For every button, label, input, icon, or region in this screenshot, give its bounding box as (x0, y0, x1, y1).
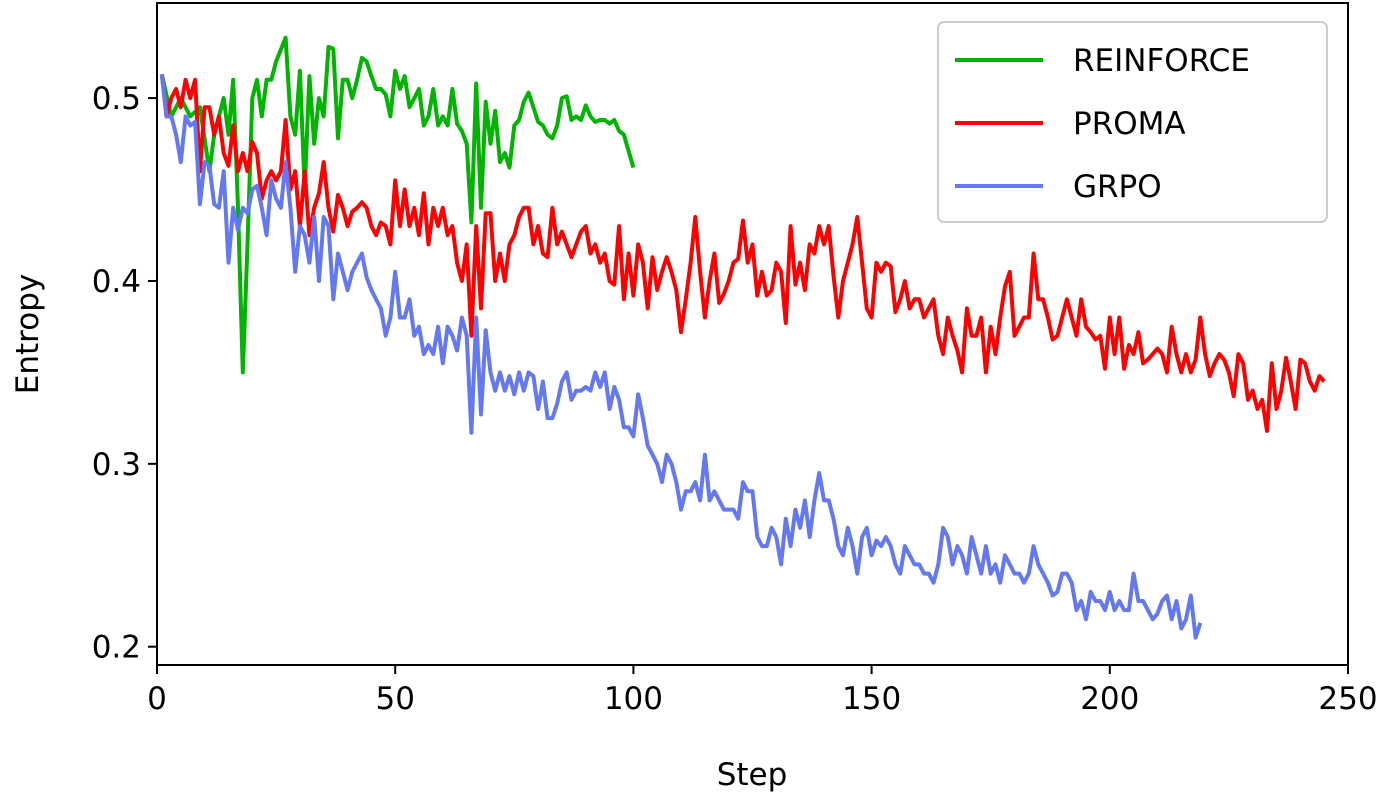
x-tick-label: 0 (147, 681, 167, 717)
legend-label-proma: PROMA (1073, 106, 1186, 142)
legend-label-grpo: GRPO (1073, 169, 1162, 205)
legend-entries: REINFORCE PROMA GRPO (955, 43, 1250, 205)
x-tick-label: 150 (842, 681, 901, 717)
series-line-proma (159, 74, 1326, 433)
legend-box (937, 21, 1328, 223)
y-tick-label: 0.4 (92, 264, 141, 300)
y-axis-ticks: 0.2 0.3 0.4 0.5 (92, 81, 157, 666)
legend: REINFORCE PROMA GRPO (937, 21, 1328, 223)
series-line-reinforce (159, 35, 636, 375)
series-line-grpo (159, 74, 1203, 640)
plot-frame (156, 2, 1349, 666)
y-tick-label: 0.2 (92, 630, 141, 666)
x-tick-label: 50 (375, 681, 414, 717)
x-axis-ticks: 0 50 100 150 200 250 (147, 665, 1378, 717)
series-layer (159, 35, 1326, 640)
legend-label-reinforce: REINFORCE (1073, 43, 1250, 79)
y-tick-label: 0.5 (92, 81, 141, 117)
x-axis-label: Step (717, 757, 788, 793)
y-tick-label: 0.3 (92, 447, 141, 483)
x-tick-label: 200 (1080, 681, 1139, 717)
x-tick-label: 100 (604, 681, 663, 717)
y-axis-label: Entropy (10, 274, 46, 394)
x-tick-label: 250 (1318, 681, 1377, 717)
